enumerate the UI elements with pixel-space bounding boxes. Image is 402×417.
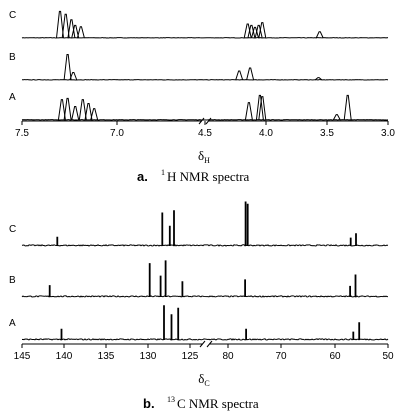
peak [148, 263, 151, 297]
panel-b: 145 140 135 130 125 80 70 60 50 δC b. 13 C NMR spect… [9, 201, 394, 411]
peak [244, 201, 247, 246]
x-tick-label: 3.0 [381, 128, 395, 139]
x-tick-label: 7.0 [110, 128, 124, 139]
x-tick-label: 140 [56, 351, 73, 362]
peak [358, 322, 361, 340]
axis-break-mark [205, 117, 212, 125]
peak [159, 275, 162, 297]
peak [251, 26, 259, 39]
panel-a: 7.5 7.0 4.5 4.0 3.5 3.0 δH a. 1 H NMR spectra C B A [9, 10, 395, 184]
peak [244, 279, 246, 297]
axis-break-mark [198, 117, 205, 125]
peak [315, 31, 324, 39]
series-label-C: C [9, 224, 16, 235]
caption-text: C NMR spectra [177, 396, 259, 411]
x-tick-label: 145 [14, 351, 31, 362]
peak [314, 77, 323, 81]
x-tick-label: 70 [275, 351, 287, 362]
peak [349, 237, 352, 246]
peak [60, 328, 63, 340]
series-label-B: B [9, 275, 16, 286]
peak [246, 203, 249, 246]
peak [163, 305, 165, 340]
peak [235, 70, 244, 81]
peak [245, 328, 247, 340]
peak [63, 97, 72, 121]
x-tick-label: 50 [382, 351, 394, 362]
peak [181, 281, 184, 297]
peak [177, 307, 180, 340]
x-tick-label: 135 [98, 351, 115, 362]
peak [258, 22, 267, 39]
spectrum-baseline-A [21, 338, 389, 341]
series-label-C: C [9, 10, 16, 21]
peak [56, 236, 59, 246]
caption-letter: a. [137, 169, 148, 184]
caption-superscript: 13 [167, 395, 175, 404]
axis-break-mark [199, 340, 206, 348]
peak [354, 274, 357, 297]
peak [244, 102, 253, 121]
series-label-B: B [9, 52, 16, 63]
peak [48, 285, 51, 297]
caption-letter: b. [143, 396, 155, 411]
x-tick-label: 3.5 [320, 128, 334, 139]
peak [63, 54, 72, 81]
spectrum-baseline-B [21, 295, 389, 298]
peak [349, 285, 351, 297]
peak [170, 314, 173, 340]
peak [355, 233, 357, 246]
peak [84, 103, 93, 121]
peak [246, 67, 255, 81]
x-tick-label: 125 [182, 351, 199, 362]
peak [71, 106, 80, 121]
peak [258, 96, 267, 121]
peak [56, 10, 64, 39]
peak [57, 99, 66, 121]
peak [61, 13, 70, 39]
series-label-A: A [9, 318, 16, 329]
peak [90, 108, 99, 121]
x-axis-label: δH [198, 148, 210, 165]
x-tick-label: 60 [329, 351, 341, 362]
peak [71, 24, 80, 39]
x-tick-label: 80 [222, 351, 234, 362]
peak [352, 331, 355, 340]
peak [168, 225, 171, 246]
peak [343, 94, 352, 121]
peak [161, 212, 164, 246]
peak [164, 260, 167, 297]
peak [173, 210, 175, 246]
peak [76, 26, 85, 39]
peak [255, 94, 264, 121]
peak [69, 72, 78, 81]
peak [332, 114, 341, 121]
peak [78, 99, 87, 121]
series-label-A: A [9, 92, 16, 103]
x-tick-label: 4.0 [259, 128, 273, 139]
x-tick-label: 4.5 [198, 128, 212, 139]
spectrum-baseline-C [21, 244, 389, 247]
peak [254, 24, 263, 39]
x-tick-label: 130 [140, 351, 157, 362]
x-axis-label: δC [198, 371, 209, 388]
caption-text: H NMR spectra [167, 169, 250, 184]
caption-superscript: 1 [161, 168, 165, 177]
x-tick-label: 7.5 [15, 128, 29, 139]
axis-break-mark [206, 340, 213, 348]
